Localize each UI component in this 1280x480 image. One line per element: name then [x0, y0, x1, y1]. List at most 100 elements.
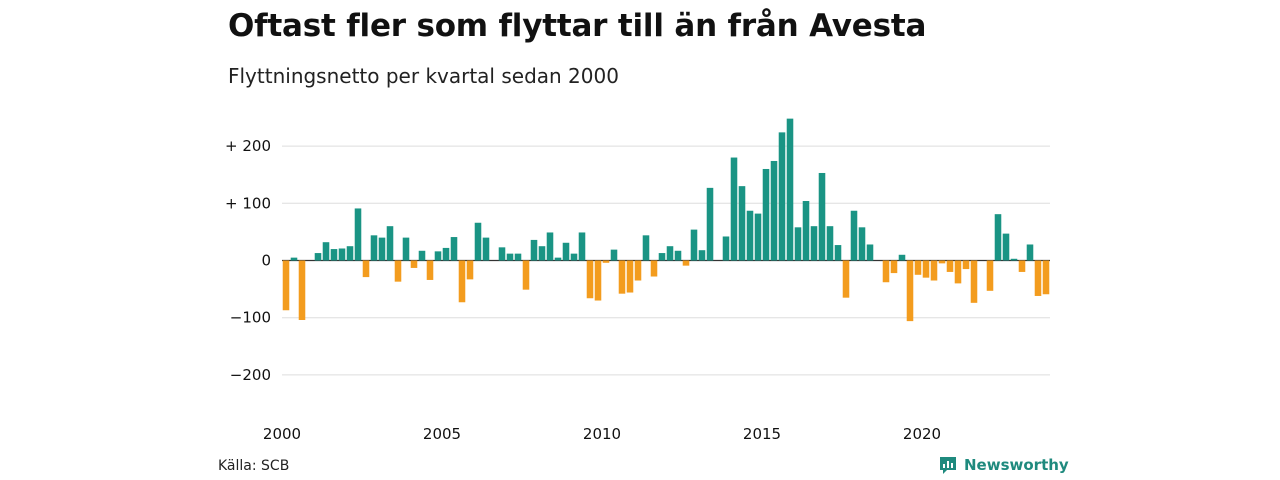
bar: [570, 253, 578, 261]
bar: [514, 253, 522, 261]
bar: [562, 242, 570, 261]
bar: [546, 232, 554, 261]
bar: [618, 260, 626, 294]
x-tick-label: 2010: [583, 425, 621, 443]
bar: [682, 260, 690, 266]
bar: [322, 242, 330, 261]
bar: [906, 260, 914, 322]
bar: [458, 260, 466, 303]
bar: [1042, 260, 1050, 295]
bar: [402, 237, 410, 261]
brand-name: Newsworthy: [964, 456, 1069, 474]
bar: [354, 208, 362, 261]
bar: [866, 244, 874, 261]
bar: [442, 247, 450, 261]
bar: [818, 172, 826, 261]
bar: [482, 237, 490, 261]
chart-title: Oftast fler som flyttar till än från Ave…: [228, 8, 927, 44]
y-tick-label: + 100: [225, 194, 271, 212]
gridlines: [282, 145, 1050, 376]
bar: [698, 250, 706, 261]
bar: [842, 260, 850, 298]
bar: [1018, 260, 1026, 272]
bar: [298, 260, 306, 320]
brand-logo: Newsworthy: [938, 455, 1069, 475]
bar: [650, 260, 658, 277]
bar: [498, 247, 506, 261]
bar: [1010, 258, 1018, 261]
bar: [634, 260, 642, 281]
bar: [314, 253, 322, 261]
bar: [386, 226, 394, 261]
y-tick-label: 0: [261, 252, 271, 270]
bar: [418, 250, 426, 261]
chart-subtitle: Flyttningsnetto per kvartal sedan 2000: [228, 64, 619, 88]
bar: [930, 260, 938, 281]
bar: [922, 260, 930, 278]
bar: [506, 253, 514, 261]
bar: [554, 257, 562, 261]
bar: [578, 232, 586, 261]
y-tick-label: −100: [230, 309, 271, 327]
x-tick-label: 2000: [263, 425, 301, 443]
bar: [770, 160, 778, 261]
bar: [346, 246, 354, 261]
bar: [362, 260, 370, 278]
bar: [642, 235, 650, 261]
bar: [858, 227, 866, 261]
bar: [994, 214, 1002, 261]
bar: [426, 260, 434, 280]
bar: [834, 245, 842, 261]
bar: [786, 118, 794, 261]
bar: [882, 260, 890, 283]
y-axis-ticks: + 200 + 100 0 −100 −200: [225, 137, 271, 384]
y-tick-label: + 200: [225, 137, 271, 155]
bar: [282, 260, 290, 311]
bar: [330, 249, 338, 261]
bar: [1034, 260, 1042, 296]
source-note: Källa: SCB: [218, 458, 290, 474]
bar: [746, 210, 754, 261]
bar: [666, 246, 674, 261]
bar: [466, 260, 474, 280]
x-tick-label: 2015: [743, 425, 781, 443]
bar: [410, 260, 418, 268]
bar: [938, 260, 946, 264]
bar: [378, 237, 386, 261]
bar: [290, 257, 298, 261]
bar: [674, 250, 682, 261]
bar: [970, 260, 978, 303]
bar: [962, 260, 970, 270]
bar: [586, 260, 594, 299]
bar: [778, 132, 786, 261]
bar: [850, 210, 858, 261]
bar: [802, 201, 810, 261]
bar: [754, 213, 762, 261]
bar: [530, 239, 538, 261]
bar: [594, 260, 602, 301]
bar: [1026, 244, 1034, 261]
bar: [706, 187, 714, 261]
x-tick-label: 2020: [903, 425, 941, 443]
bar: [722, 236, 730, 261]
bar: [538, 246, 546, 261]
bar: [1002, 233, 1010, 261]
bar: [474, 222, 482, 261]
bars: [282, 118, 1050, 322]
bar: [826, 226, 834, 261]
bar: [738, 186, 746, 261]
bar: [946, 260, 954, 272]
bar: [522, 260, 530, 290]
bar: [658, 253, 666, 261]
bar: [954, 260, 962, 284]
bar: [762, 168, 770, 261]
bar: [898, 254, 906, 261]
bar: [890, 260, 898, 274]
bar: [794, 227, 802, 261]
bar: [394, 260, 402, 282]
x-axis-ticks: 2000 2005 2010 2015 2020: [263, 425, 941, 443]
bar: [602, 260, 610, 263]
bar: [338, 248, 346, 261]
bar: [810, 226, 818, 261]
